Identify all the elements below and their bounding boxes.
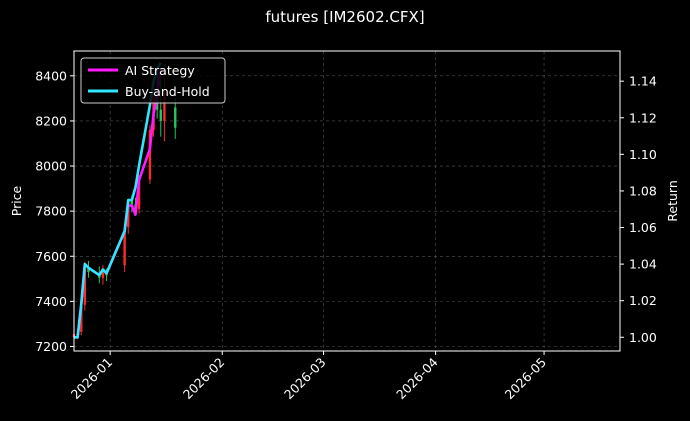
candle-body [123,229,126,266]
series-line-ai-strategy [74,68,163,339]
candle-body [137,180,141,209]
y-left-tick-label: 7800 [35,204,67,219]
y-right-tick-label: 1.08 [629,183,657,198]
candle-body [101,272,105,278]
chart-title: futures [IM2602.CFX] [265,8,425,26]
y-left-tick-label: 8000 [35,159,67,174]
legend-label-buy-and-hold: Buy-and-Hold [125,84,210,99]
x-tick-label: 2026-02 [180,355,228,403]
candle-body [83,268,87,305]
y-left-tick-label: 7200 [35,339,67,354]
candle-body [159,109,162,121]
y-left-tick-label: 7600 [35,249,67,264]
y-right-tick-label: 1.04 [629,257,657,272]
axis-layer: 7200 7400 7600 7800 8000 8200 8400 1.00 1.02 1.04… [35,68,657,402]
x-tick-label: 2026-01 [68,355,116,403]
candle-body [130,201,134,205]
y-right-tick-label: 1.14 [629,74,657,89]
y-right-tick-label: 1.00 [629,330,657,345]
y-left-tick-label: 7400 [35,294,67,309]
x-tick-label: 2026-05 [502,355,550,403]
series-layer [74,62,163,339]
y-left-tick-label: 8200 [35,113,67,128]
x-tick-label: 2026-04 [393,354,441,402]
y-right-tick-label: 1.06 [629,220,657,235]
plot-frame [73,50,621,352]
candle-body [87,268,90,273]
y-axis-right-label: Return [665,180,680,221]
y-right-tick-label: 1.10 [629,147,657,162]
y-right-tick-label: 1.12 [629,110,657,125]
y-right-tick-label: 1.02 [629,293,657,308]
y-axis-left-label: Price [9,185,24,216]
candle-body [80,302,83,332]
candle-body [163,91,166,121]
y-left-tick-label: 8400 [35,68,67,83]
series-line-buy-and-hold [74,62,162,339]
candle-layer [72,66,177,341]
legend-label-ai-strategy: AI Strategy [125,63,195,78]
legend: AI Strategy Buy-and-Hold [80,57,226,104]
candle-body [148,129,152,180]
candle-body [174,107,177,128]
x-tick-label: 2026-03 [281,355,329,403]
